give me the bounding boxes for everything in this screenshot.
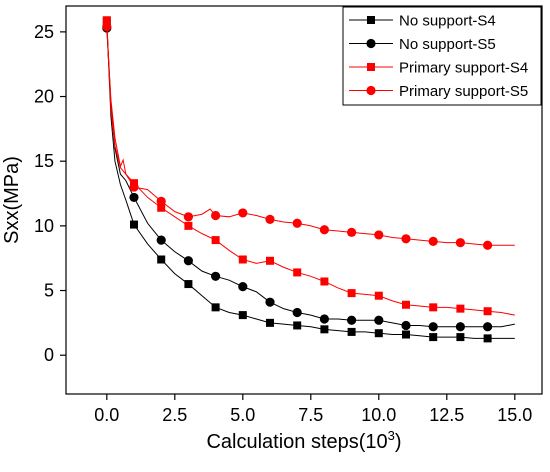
data-point (102, 16, 111, 25)
x-tick-label: 7.5 (298, 405, 323, 425)
data-point (102, 22, 112, 32)
data-point (347, 327, 356, 336)
series-line (106, 27, 515, 328)
x-axis-label: Calculation steps(103) (206, 428, 401, 453)
data-point (455, 238, 465, 248)
data-point (402, 300, 410, 309)
legend-marker (366, 38, 376, 49)
y-axis-label: Sxx(MPa) (1, 156, 23, 244)
data-point (456, 304, 465, 313)
data-point (320, 277, 329, 286)
y-tick-label: 10 (34, 216, 54, 236)
data-point (266, 318, 274, 327)
data-point (483, 334, 492, 343)
data-point (130, 220, 138, 229)
series-4 (102, 22, 515, 250)
data-point (238, 311, 247, 320)
data-point (347, 227, 357, 237)
data-point (183, 256, 193, 266)
series-line (106, 21, 515, 339)
data-point (129, 192, 139, 203)
legend-item: Primary support-S4 (349, 60, 528, 77)
series-line (106, 20, 515, 316)
data-point (265, 214, 275, 224)
data-point (347, 315, 357, 325)
series-layer (102, 16, 515, 343)
data-point (428, 236, 438, 246)
data-point (293, 268, 302, 277)
data-point (374, 329, 383, 338)
data-point (292, 218, 302, 228)
legend-box (342, 6, 542, 106)
data-point (156, 235, 166, 245)
data-point (157, 255, 166, 264)
axis-ticks (60, 31, 516, 400)
data-point (374, 230, 384, 240)
x-tick-label: 12.5 (429, 405, 464, 425)
legend-item: No support-S5 (349, 36, 496, 53)
legend-marker (367, 63, 375, 71)
data-point (156, 196, 166, 206)
data-point (401, 320, 411, 331)
data-point (319, 225, 329, 235)
data-point (319, 314, 329, 324)
data-point (456, 333, 465, 342)
x-axis-label-main: Calculation steps(10 (206, 431, 387, 453)
data-point (483, 240, 493, 250)
x-axis-label-suffix: ) (395, 431, 402, 453)
legend-label: No support-S4 (399, 13, 496, 30)
legend-item: Primary support-S5 (349, 83, 528, 100)
data-point (347, 289, 356, 298)
y-tick-label: 20 (34, 87, 54, 107)
legend-label: Primary support-S5 (399, 83, 528, 100)
data-point (211, 210, 221, 221)
data-point (402, 330, 410, 339)
legend: No support-S4 No support-S5 Primary suppor… (342, 6, 542, 106)
legend-marker (367, 16, 375, 24)
data-point (238, 255, 247, 264)
data-point (483, 322, 493, 332)
tick-labels: 0.0 2.5 5.0 7.5 10.0 12.5 15.0 0 5 10 15 20 25 (34, 22, 532, 425)
data-point (211, 303, 220, 312)
x-tick-label: 5.0 (230, 405, 255, 425)
data-point (429, 303, 438, 312)
data-point (184, 280, 193, 289)
x-tick-label: 2.5 (162, 405, 187, 425)
plot-frame (65, 5, 543, 395)
data-point (211, 236, 220, 245)
x-tick-label: 10.0 (361, 405, 396, 425)
data-point (320, 325, 329, 334)
legend-marker (366, 85, 376, 96)
y-tick-label: 15 (34, 151, 54, 171)
y-tick-label: 25 (34, 22, 54, 42)
data-point (184, 221, 193, 230)
data-point (429, 333, 438, 342)
data-point (266, 256, 274, 265)
data-point (238, 282, 248, 292)
data-point (483, 307, 492, 316)
x-axis-label-superscript: 3 (388, 428, 395, 443)
legend-label: No support-S5 (399, 36, 496, 53)
data-point (293, 321, 302, 330)
data-point (211, 271, 221, 281)
x-tick-label: 15.0 (497, 405, 532, 425)
data-point (157, 203, 166, 212)
data-point (265, 297, 275, 307)
x-tick-label: 0.0 (94, 405, 119, 425)
data-point (401, 234, 411, 244)
legend-item: No support-S4 (349, 13, 496, 30)
data-point (183, 212, 193, 222)
data-point (292, 307, 302, 318)
data-point (455, 322, 465, 332)
data-point (374, 291, 383, 300)
y-tick-label: 5 (44, 281, 54, 301)
data-point (238, 208, 248, 218)
data-point (374, 315, 384, 325)
data-point (428, 322, 438, 332)
legend-label: Primary support-S4 (399, 60, 528, 77)
data-point (129, 182, 139, 192)
y-tick-label: 0 (44, 345, 54, 365)
